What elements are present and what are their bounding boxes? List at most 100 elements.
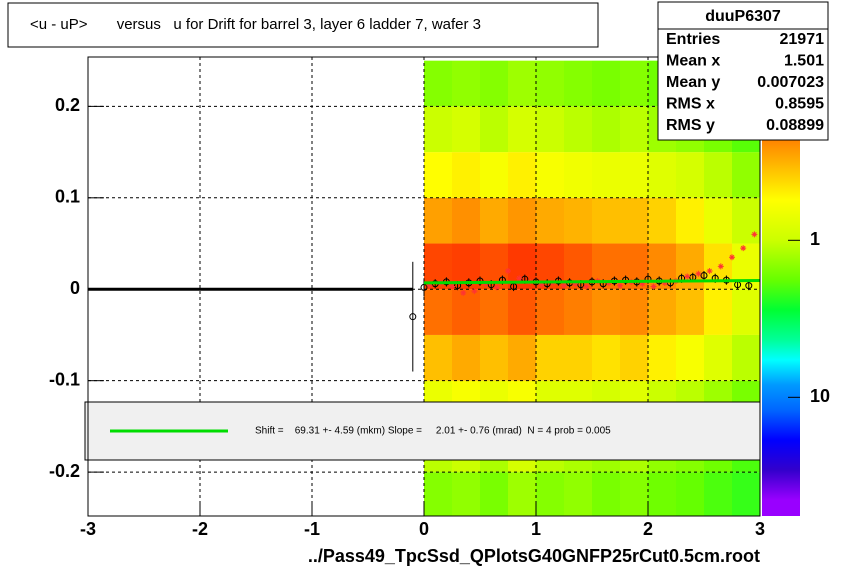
profile-point bbox=[661, 279, 668, 286]
profile-point bbox=[650, 283, 657, 290]
stats-label: Entries bbox=[666, 31, 720, 48]
stats-rows: Entries 21971 Mean x 1.501 Mean y 0.007023 RMS… bbox=[666, 31, 824, 134]
heat-cell bbox=[592, 106, 620, 153]
profile-point bbox=[639, 280, 646, 287]
heat-cell bbox=[732, 197, 760, 244]
heat-cell bbox=[564, 152, 592, 198]
stats-value: 1.501 bbox=[784, 53, 824, 70]
stats-value: 0.8595 bbox=[775, 96, 824, 113]
profile-point bbox=[420, 283, 428, 291]
heat-cell bbox=[452, 152, 480, 198]
x-tick-label: 3 bbox=[755, 519, 765, 539]
heat-cell bbox=[536, 334, 564, 381]
heat-cell bbox=[648, 472, 676, 516]
heat-cell bbox=[648, 197, 676, 244]
profile-point bbox=[460, 289, 467, 296]
profile-point bbox=[617, 282, 623, 289]
heat-cell bbox=[508, 106, 536, 153]
profile-point bbox=[538, 281, 545, 288]
heat-cell bbox=[480, 334, 508, 381]
heat-cell bbox=[508, 472, 536, 516]
profile-point bbox=[695, 270, 702, 277]
y-tick-label: 0 bbox=[70, 278, 80, 298]
heat-cell bbox=[480, 289, 508, 335]
profile-point bbox=[700, 272, 708, 280]
heat-cell bbox=[424, 334, 452, 381]
colorbar-tick-label: 10 bbox=[810, 386, 830, 406]
y-tick-label: -0.2 bbox=[49, 461, 80, 481]
heat-cell bbox=[620, 106, 648, 153]
heat-cell bbox=[536, 197, 564, 244]
profile-point bbox=[745, 282, 753, 290]
profile-point bbox=[471, 288, 478, 295]
heat-cell bbox=[452, 60, 480, 107]
profile-point bbox=[751, 231, 758, 238]
x-tick-label: 2 bbox=[643, 519, 653, 539]
x-tick-label: -3 bbox=[80, 519, 96, 539]
heat-cell bbox=[424, 60, 452, 107]
stats-value: 0.08899 bbox=[766, 117, 824, 134]
heat-cell bbox=[620, 152, 648, 198]
heat-cell bbox=[564, 334, 592, 381]
heat-cell bbox=[452, 197, 480, 244]
heat-cell bbox=[704, 334, 732, 381]
profile-point bbox=[449, 283, 455, 290]
profile-point bbox=[583, 283, 590, 290]
profile-point bbox=[493, 284, 500, 291]
heat-cell bbox=[564, 289, 592, 335]
heat-cell bbox=[508, 289, 536, 335]
stats-label: RMS x bbox=[666, 96, 715, 113]
heat-cell bbox=[508, 334, 536, 381]
y-tick-label: 0.1 bbox=[55, 187, 80, 207]
heat-cell bbox=[564, 197, 592, 244]
profile-point bbox=[684, 273, 691, 280]
profile-point bbox=[717, 263, 724, 270]
heat-cell bbox=[732, 152, 760, 198]
x-tick-label: -2 bbox=[192, 519, 208, 539]
profile-point bbox=[706, 267, 713, 274]
colorbar-tick-label: 1 bbox=[810, 229, 820, 249]
heat-cell bbox=[732, 472, 760, 516]
heat-cell bbox=[424, 289, 452, 335]
heat-cell bbox=[592, 289, 620, 335]
heat-cell bbox=[676, 334, 704, 381]
fit-legend-content: Shift = 69.31 +- 4.59 (mkm) Slope = 2.01… bbox=[110, 426, 611, 437]
heat-cell bbox=[592, 472, 620, 516]
fit-line bbox=[423, 279, 761, 285]
heat-cell bbox=[508, 152, 536, 198]
heat-cell bbox=[480, 60, 508, 107]
heat-cell bbox=[704, 197, 732, 244]
heat-cell bbox=[732, 289, 760, 335]
heat-cell bbox=[620, 472, 648, 516]
heat-cell bbox=[480, 106, 508, 153]
profile bbox=[88, 231, 761, 372]
heat-cell bbox=[592, 334, 620, 381]
profile-point bbox=[572, 280, 579, 287]
heat-cell bbox=[452, 106, 480, 153]
y-tick-label: 0.2 bbox=[55, 95, 80, 115]
heat-cell bbox=[648, 289, 676, 335]
heat-cell bbox=[480, 152, 508, 198]
stats-name: duuP6307 bbox=[705, 8, 781, 25]
chart-title: <u - uP> versus u for Drift for barrel 3… bbox=[30, 16, 481, 33]
profile-point bbox=[561, 282, 567, 289]
heat-cell bbox=[424, 152, 452, 198]
heat-cell bbox=[592, 152, 620, 198]
stats-value: 0.007023 bbox=[757, 74, 824, 91]
heat-cell bbox=[676, 289, 704, 335]
heat-cell bbox=[620, 334, 648, 381]
heat-cell bbox=[564, 60, 592, 107]
heat-cell bbox=[704, 289, 732, 335]
heat-cell bbox=[620, 60, 648, 107]
heat-cell bbox=[480, 472, 508, 516]
heat-cell bbox=[452, 289, 480, 335]
heat-cell bbox=[648, 152, 676, 198]
stats-label: Mean x bbox=[666, 53, 720, 70]
heat-cell bbox=[452, 472, 480, 516]
heat-cell bbox=[508, 197, 536, 244]
heat-cell bbox=[704, 472, 732, 516]
profile-point bbox=[426, 282, 433, 289]
heat-cell bbox=[536, 106, 564, 153]
